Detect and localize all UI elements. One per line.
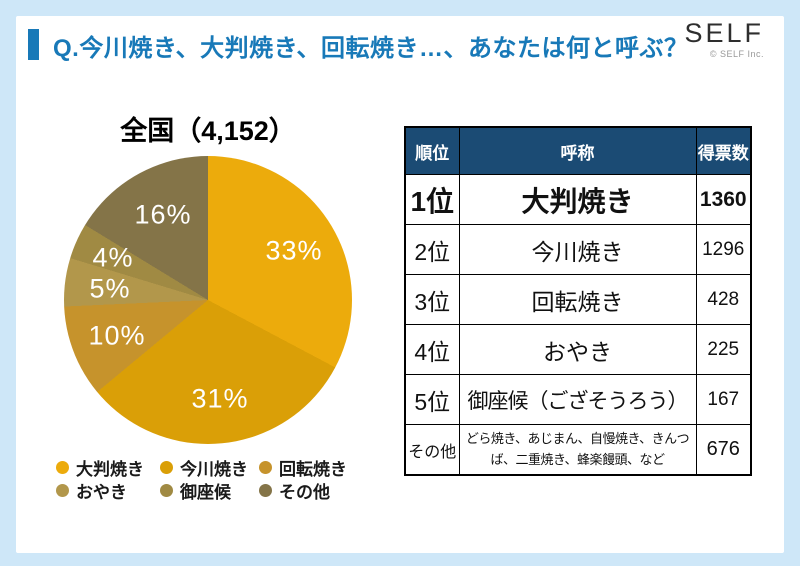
column-header: 順位 bbox=[404, 126, 460, 175]
table-row: その他 どら焼き、あじまん、自慢焼き、きんつば、二重焼き、蜂楽饅頭、など 676 bbox=[404, 424, 752, 476]
votes-cell: 225 bbox=[695, 324, 752, 375]
legend-item: 大判焼き bbox=[56, 457, 160, 479]
legend-label: 今川焼き bbox=[180, 459, 248, 479]
legend-label: その他 bbox=[279, 482, 330, 502]
column-header: 得票数 bbox=[695, 126, 752, 175]
legend-item: 回転焼き bbox=[259, 457, 371, 479]
legend-item: その他 bbox=[259, 480, 371, 502]
table-row: 3位 回転焼き 428 bbox=[404, 274, 752, 325]
legend-color-dot bbox=[259, 483, 272, 497]
chart-title: 全国（4,152） bbox=[120, 116, 296, 146]
name-cell: 今川焼き bbox=[458, 224, 697, 275]
name-cell: 回転焼き bbox=[458, 274, 697, 325]
rank-cell: 1位 bbox=[404, 174, 460, 225]
legend-label: 回転焼き bbox=[279, 459, 347, 479]
votes-cell: 167 bbox=[695, 374, 752, 425]
rank-cell: 3位 bbox=[404, 274, 460, 325]
table-row: 4位 おやき 225 bbox=[404, 324, 752, 375]
votes-cell: 1296 bbox=[695, 224, 752, 275]
legend-color-dot bbox=[160, 483, 173, 497]
pie-percent-label: 31% bbox=[191, 383, 249, 414]
title-accent-bar bbox=[28, 29, 39, 60]
pie-percent-label: 33% bbox=[265, 235, 323, 266]
self-logo-text: SELF bbox=[684, 18, 764, 48]
votes-cell: 1360 bbox=[695, 174, 752, 225]
rank-cell: 5位 bbox=[404, 374, 460, 425]
column-header: 呼称 bbox=[458, 126, 697, 175]
legend-item: おやき bbox=[56, 480, 160, 502]
legend-color-dot bbox=[56, 460, 69, 474]
legend-item: 御座候 bbox=[160, 480, 259, 502]
ranking-table-panel: 順位 呼称 得票数 1位 大判焼き 1360 2位 今川焼き 1296 3位 回転焼き 428 4位お… bbox=[404, 126, 752, 476]
table-row: 1位 大判焼き 1360 bbox=[404, 174, 752, 225]
legend-color-dot bbox=[259, 460, 272, 474]
ranking-table: 順位 呼称 得票数 1位 大判焼き 1360 2位 今川焼き 1296 3位 回転焼き 428 4位お… bbox=[404, 126, 752, 476]
pie-percent-label: 10% bbox=[88, 320, 146, 351]
rank-cell: 4位 bbox=[404, 324, 460, 375]
name-cell: 御座候（ござそうろう） bbox=[458, 374, 697, 425]
pie-graphic bbox=[64, 156, 352, 444]
pie-percent-label: 4% bbox=[92, 242, 134, 273]
legend-color-dot bbox=[56, 483, 69, 497]
pie-percent-label: 16% bbox=[134, 199, 192, 230]
brand-logo: SELF © SELF Inc. bbox=[684, 18, 764, 59]
table-row: 5位 御座候（ござそうろう） 167 bbox=[404, 374, 752, 425]
content-card: Q.今川焼き、大判焼き、回転焼き…、あなたは何と呼ぶ？ SELF © SELF … bbox=[16, 16, 784, 553]
rank-cell: その他 bbox=[404, 424, 460, 476]
votes-cell: 428 bbox=[695, 274, 752, 325]
rank-cell: 2位 bbox=[404, 224, 460, 275]
name-cell: おやき bbox=[458, 324, 697, 375]
legend-item: 今川焼き bbox=[160, 457, 259, 479]
legend-label: おやき bbox=[76, 482, 127, 502]
votes-cell: 676 bbox=[695, 424, 752, 476]
legend-label: 大判焼き bbox=[76, 459, 144, 479]
legend-color-dot bbox=[160, 460, 173, 474]
pie-chart: 33% 31% 10% 5% 4% 16% bbox=[64, 156, 352, 444]
chart-legend: 大判焼き 今川焼き 回転焼きおやき 御座候 その他 bbox=[56, 457, 371, 502]
legend-label: 御座候 bbox=[180, 482, 231, 502]
pie-percent-label: 5% bbox=[89, 273, 131, 304]
self-logo-copyright: © SELF Inc. bbox=[709, 48, 764, 59]
table-row: 2位 今川焼き 1296 bbox=[404, 224, 752, 275]
table-header-row: 順位 呼称 得票数 bbox=[404, 126, 752, 175]
page-title: Q.今川焼き、大判焼き、回転焼き…、あなたは何と呼ぶ？ bbox=[53, 35, 689, 62]
name-cell: どら焼き、あじまん、自慢焼き、きんつば、二重焼き、蜂楽饅頭、など bbox=[458, 424, 697, 476]
name-cell: 大判焼き bbox=[458, 174, 697, 225]
